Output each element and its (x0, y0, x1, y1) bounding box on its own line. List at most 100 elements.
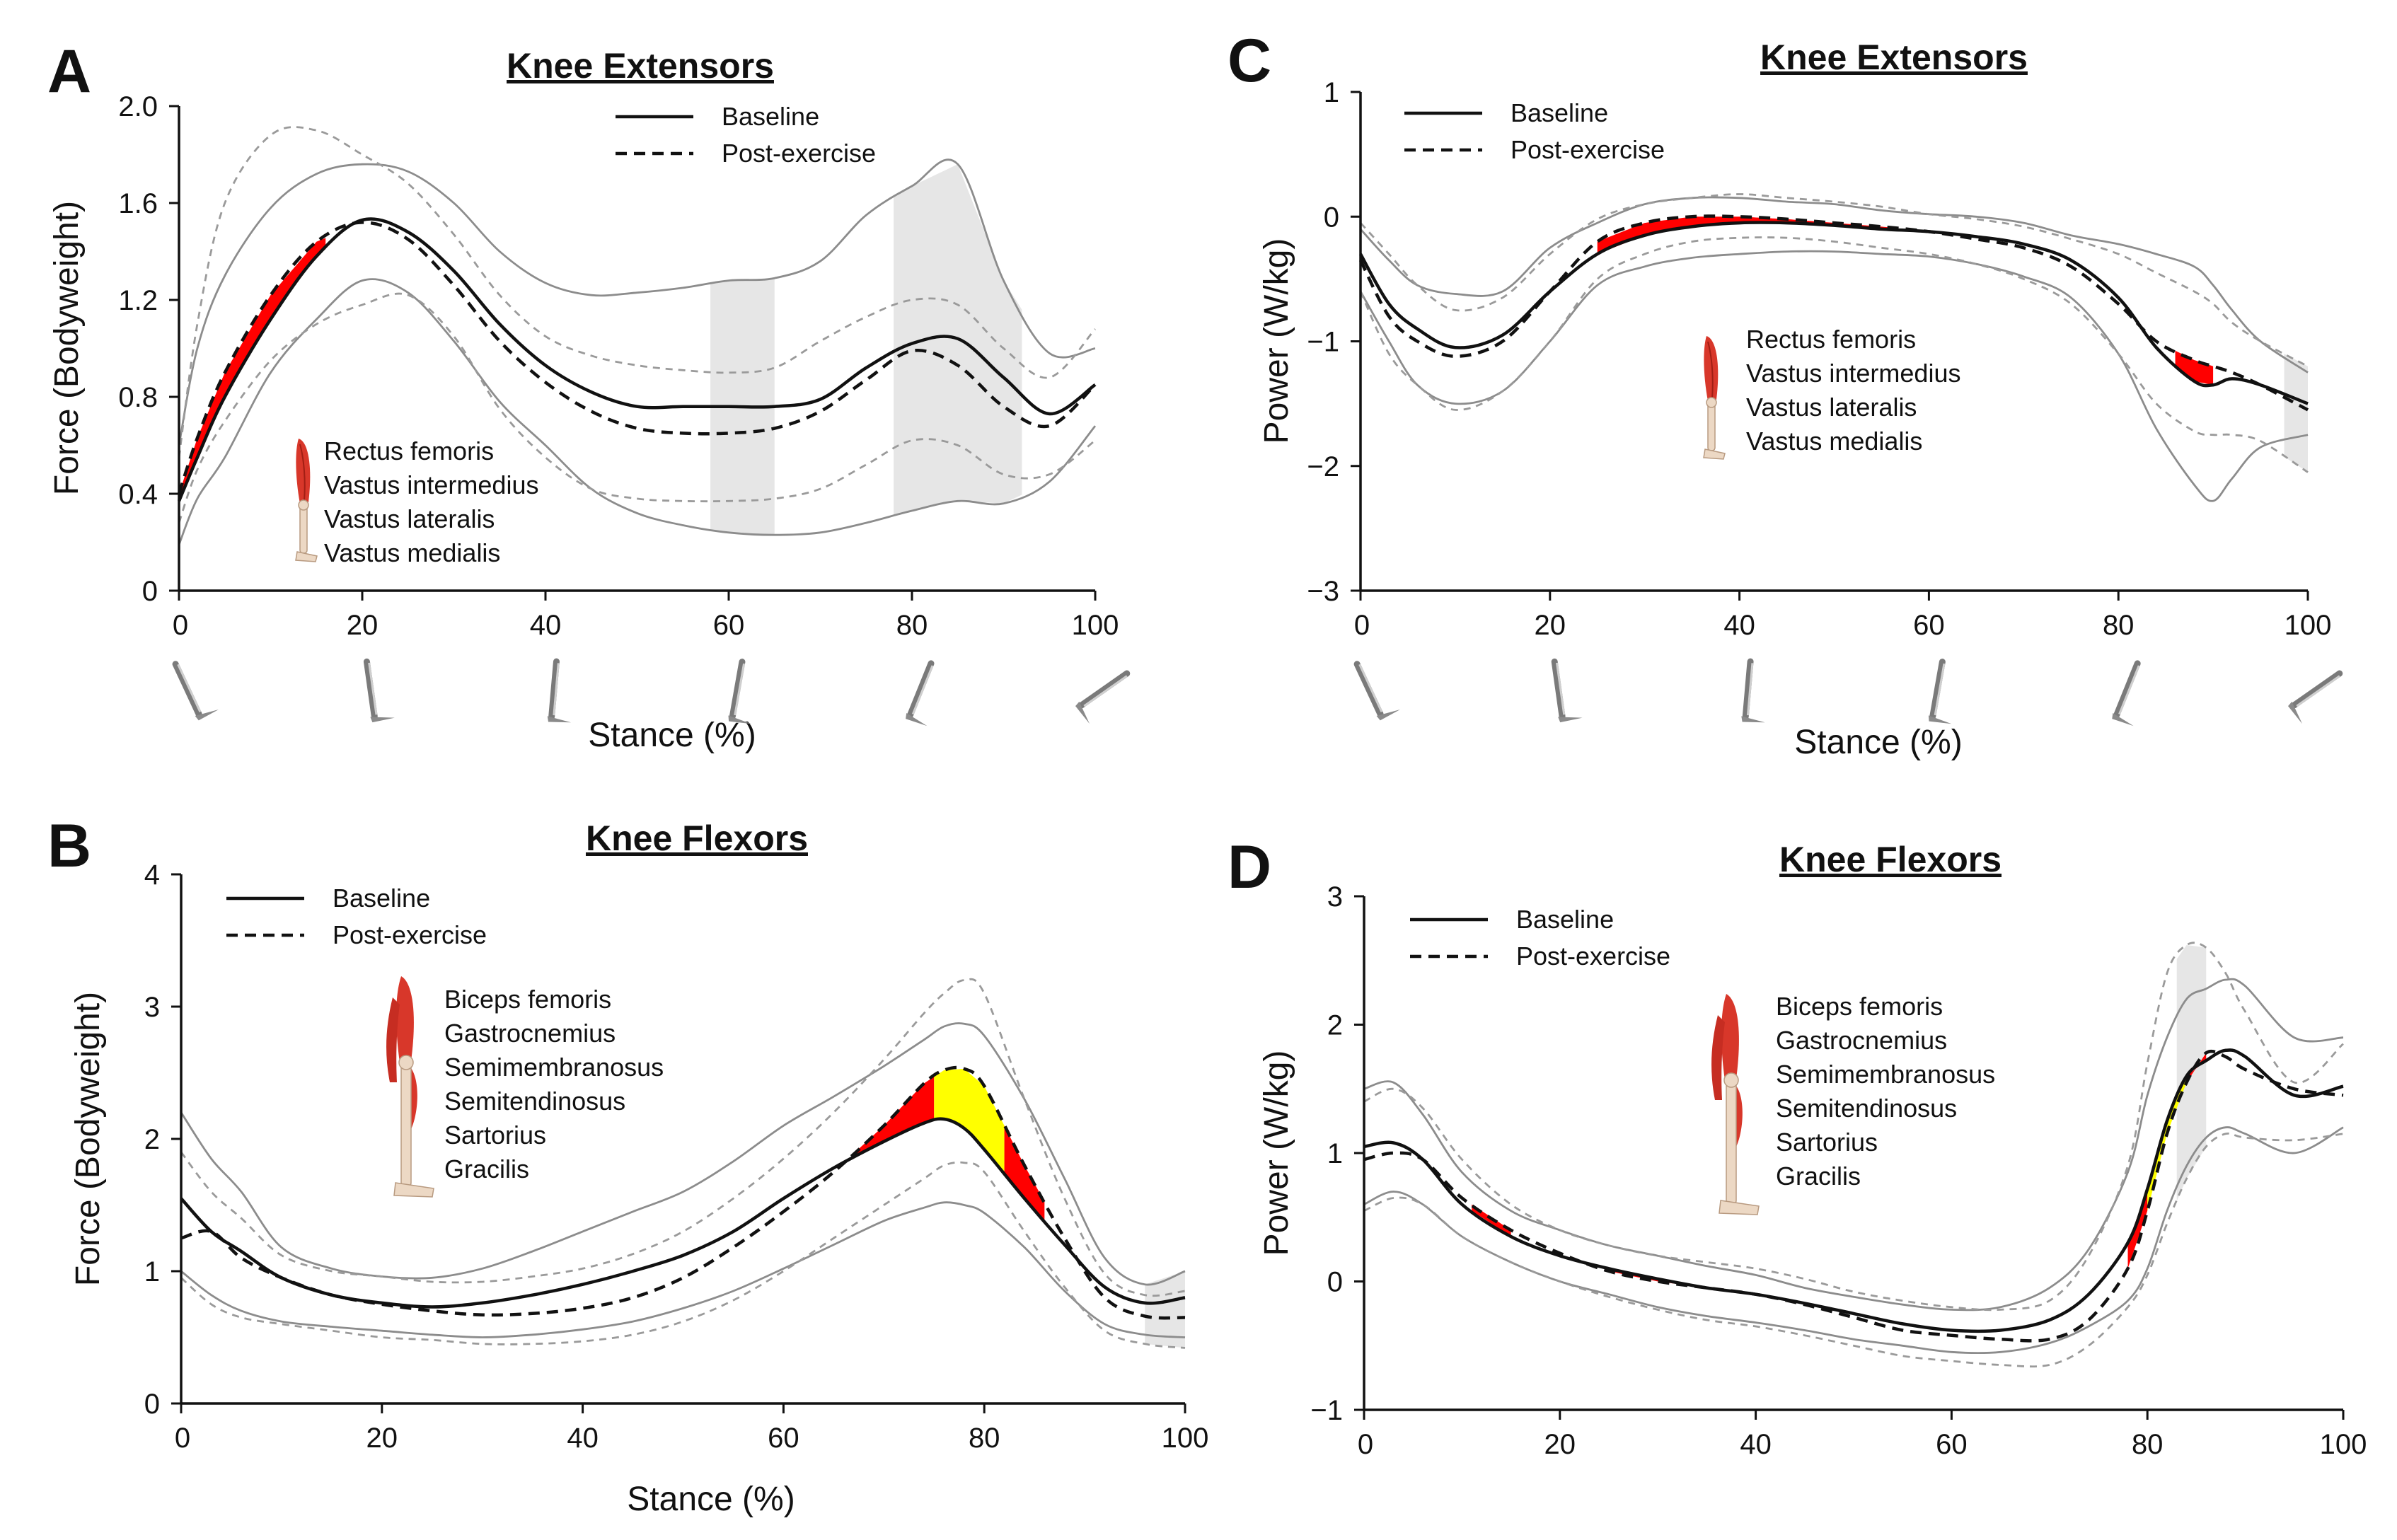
x-tick-label: 80 (2132, 1429, 2164, 1460)
x-tick-label: 0 (173, 610, 188, 641)
ci-line-post-exercise (1363, 1132, 2344, 1368)
ci-line-post-exercise (178, 292, 1096, 523)
panel-letter: D (1228, 833, 1271, 901)
stance-phase-icon (363, 658, 395, 723)
y-tick-label: 0.8 (118, 382, 158, 413)
panel-letter: B (47, 812, 91, 880)
y-tick-label: 0 (142, 576, 158, 607)
y-tick-label: −1 (1307, 327, 1339, 358)
significance-region-yellow (934, 1068, 1005, 1174)
x-axis-label: Stance (%) (1794, 724, 1962, 761)
panel-title: Knee Flexors (1779, 840, 2002, 879)
x-tick-label: 20 (366, 1423, 398, 1454)
ci-line-baseline (1359, 196, 2309, 374)
legend-label-baseline: Baseline (722, 102, 819, 131)
ci-line-baseline (178, 158, 1096, 446)
y-tick-label: 1.6 (118, 188, 158, 219)
legend-label-post-exercise: Post-exercise (1511, 135, 1665, 164)
x-tick-label: 40 (1723, 610, 1755, 641)
ci-line-post-exercise (1359, 236, 2309, 473)
x-axis-label: Stance (%) (588, 717, 756, 754)
x-axis-label: Stance (%) (627, 1481, 795, 1518)
x-tick-label: 60 (1913, 610, 1945, 641)
muscle-label: Rectus femoris (324, 436, 494, 465)
y-tick-label: 0 (144, 1389, 160, 1420)
legend-label-post-exercise: Post-exercise (1516, 942, 1670, 971)
y-tick-label: 3 (144, 992, 160, 1023)
ci-line-baseline (1363, 978, 2344, 1312)
extensor-leg-icon (1703, 336, 1726, 460)
ci-line-post-exercise (178, 126, 1097, 458)
y-tick-label: −3 (1307, 576, 1339, 607)
legend-label-baseline: Baseline (333, 884, 430, 913)
series-line-baseline (180, 1117, 1186, 1309)
panel-title: Knee Flexors (586, 818, 808, 858)
legend: Baseline Post-exercise (226, 884, 487, 949)
y-axis-label: Power (W/kg) (1258, 1050, 1295, 1256)
x-tick-label: 20 (347, 610, 379, 641)
legend: Baseline Post-exercise (1404, 98, 1665, 164)
x-tick-label: 60 (768, 1423, 799, 1454)
muscle-label: Rectus femoris (1746, 325, 1916, 354)
x-tick-label: 0 (1354, 610, 1370, 641)
y-tick-label: 1 (144, 1256, 160, 1287)
muscle-label: Vastus medialis (324, 538, 500, 567)
muscle-label: Gastrocnemius (444, 1019, 616, 1048)
stance-phase-icon (172, 661, 219, 721)
y-tick-label: 1 (1327, 1138, 1343, 1169)
ci-line-baseline (178, 278, 1097, 545)
ci-line-post-exercise (1359, 193, 2309, 368)
x-tick-label: 60 (1936, 1429, 1968, 1460)
x-tick-label: 60 (713, 610, 745, 641)
panel-A: A Knee Extensors 0 0.4 0.8 1.2 1.6 2.0 0 20 40 60 80… (47, 37, 1131, 754)
y-tick-label: 1 (1324, 77, 1339, 108)
series-line-post-exercise (177, 221, 1097, 494)
y-axis-label: Force (Bodyweight) (48, 201, 86, 495)
shaded-region (1145, 1271, 1185, 1348)
series-line-post-exercise (1363, 1049, 2344, 1343)
series-line-post-exercise (180, 1065, 1186, 1320)
legend-label-baseline: Baseline (1516, 905, 1614, 934)
ci-line-post-exercise (1363, 942, 2344, 1312)
y-tick-label: −2 (1307, 451, 1339, 482)
y-tick-label: 0 (1327, 1267, 1343, 1298)
stance-phase-icon (728, 659, 751, 724)
panel-letter: C (1228, 27, 1271, 95)
significance-region-red (1597, 216, 1920, 255)
series-line-post-exercise (1358, 214, 2309, 412)
stance-phase-icon (1075, 670, 1131, 724)
legend-label-baseline: Baseline (1511, 98, 1608, 127)
x-tick-label: 80 (2103, 610, 2135, 641)
muscle-label: Sartorius (1776, 1128, 1878, 1157)
series-line-baseline (1363, 1048, 2344, 1333)
muscle-label: Semitendinosus (444, 1087, 625, 1116)
y-tick-label: 2.0 (118, 91, 158, 122)
muscle-label: Vastus medialis (1746, 427, 1922, 456)
muscle-label: Gracilis (1776, 1162, 1861, 1191)
significance-region-red (2175, 350, 2214, 386)
series-line-baseline (1359, 221, 2309, 405)
x-tick-label: 100 (1072, 610, 1119, 641)
x-tick-label: 20 (1544, 1429, 1576, 1460)
x-tick-label: 40 (530, 610, 562, 641)
x-tick-label: 0 (175, 1423, 190, 1454)
significance-region-red (1472, 1204, 1511, 1237)
stance-phase-icon (1928, 659, 1952, 724)
legend-label-post-exercise: Post-exercise (333, 920, 487, 949)
ci-line-baseline (180, 1201, 1186, 1338)
shaded-region (2284, 354, 2308, 473)
panel-title: Knee Extensors (1760, 37, 2028, 77)
y-tick-label: 1.2 (118, 285, 158, 316)
muscle-label: Gracilis (444, 1154, 529, 1183)
stance-phase-icon (1551, 658, 1583, 723)
flexor-leg-icon (386, 976, 434, 1198)
extensor-leg-icon (295, 439, 318, 562)
stance-phase-icon (2112, 660, 2141, 726)
stance-phase-icon (906, 660, 935, 726)
series-line-baseline (177, 217, 1097, 502)
panel-title: Knee Extensors (507, 46, 774, 86)
muscle-label: Biceps femoris (1776, 992, 1943, 1021)
y-axis-label: Force (Bodyweight) (69, 992, 107, 1286)
muscle-label: Semitendinosus (1776, 1094, 1957, 1123)
